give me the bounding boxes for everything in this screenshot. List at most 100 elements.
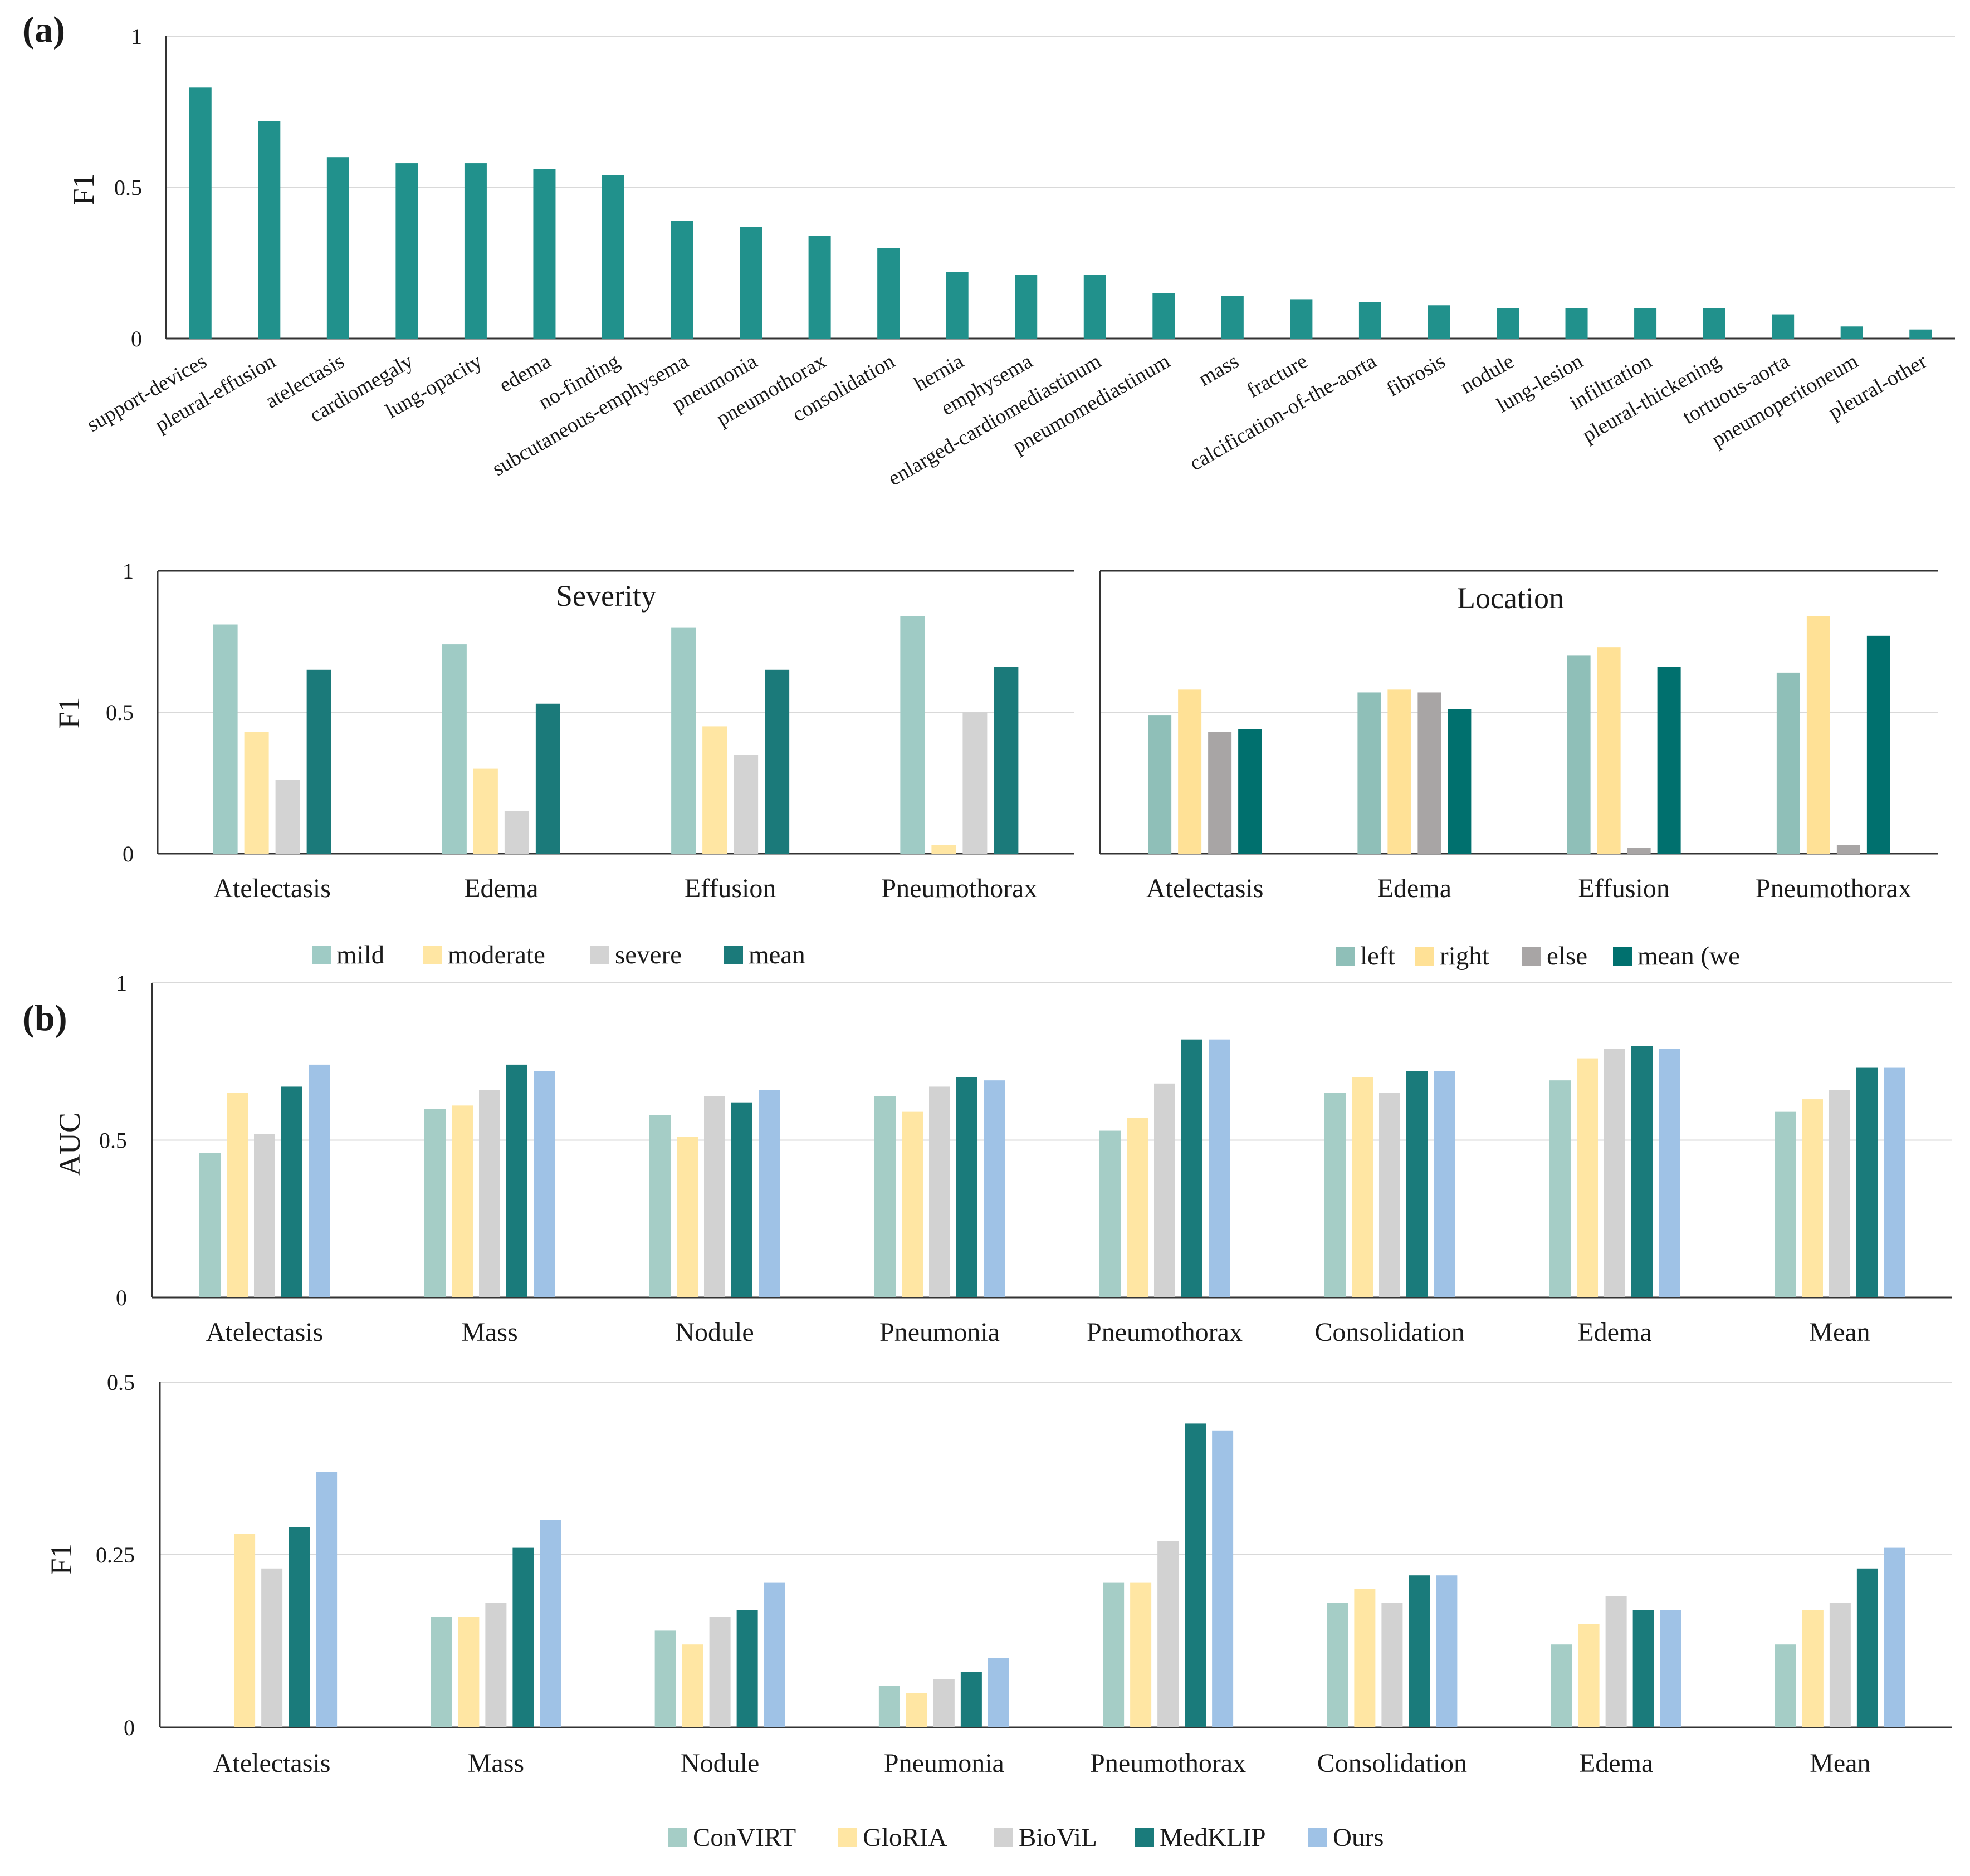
legend-methods: ConVIRT GloRIA BioViL MedKLIP Ours xyxy=(668,1823,1384,1852)
bar-ours-mean xyxy=(1884,1067,1905,1297)
bar-convirt-consolidation xyxy=(1324,1093,1346,1297)
bar-subcutaneous-emphysema xyxy=(671,221,693,339)
legend-label: moderate xyxy=(448,941,545,969)
bar-biovil-mean xyxy=(1829,1090,1850,1297)
bar-ours-pneumonia xyxy=(988,1658,1009,1727)
bar-biovil-mass xyxy=(485,1603,507,1727)
bar-else-atelectasis xyxy=(1208,732,1232,854)
bar-gloria-atelectasis xyxy=(227,1093,248,1297)
bar-gloria-pneumonia xyxy=(902,1111,923,1297)
x-tick-label: Atelectasis xyxy=(213,874,331,903)
bar-biovil-pneumonia xyxy=(933,1679,955,1727)
legend-swatch-meanwe xyxy=(1613,947,1632,966)
bar-biovil-consolidation xyxy=(1381,1603,1403,1727)
bar-medklip-atelectasis xyxy=(281,1086,302,1297)
bar-mean-effusion xyxy=(765,669,790,854)
bar-convirt-pneumothorax xyxy=(1099,1130,1121,1297)
legend-location: left right else mean (we xyxy=(1336,935,1813,974)
bar-medklip-nodule xyxy=(731,1102,752,1297)
bar-medklip-consolidation xyxy=(1409,1575,1430,1727)
legend-swatch-biovil xyxy=(994,1828,1013,1847)
bar-gloria-mass xyxy=(458,1617,480,1727)
bar-ours-mass xyxy=(540,1520,561,1727)
bar-pleural-effusion xyxy=(258,121,281,339)
bar-calcification-of-the-aorta xyxy=(1358,302,1381,339)
bar-gloria-edema xyxy=(1578,1624,1600,1727)
bar-left-pneumothorax xyxy=(1776,672,1800,854)
x-tick-label: Nodule xyxy=(675,1317,754,1347)
bar-convirt-mean xyxy=(1775,1111,1796,1297)
bar-mild-pneumothorax xyxy=(900,616,925,854)
x-tick-label: Mean xyxy=(1809,1317,1870,1347)
bar-gloria-pneumothorax xyxy=(1130,1582,1152,1727)
bar-pneumothorax xyxy=(808,236,831,339)
bar-medklip-atelectasis xyxy=(289,1527,310,1727)
x-tick-label: Pneumothorax xyxy=(1090,1748,1246,1778)
bar-biovil-nodule xyxy=(709,1617,731,1727)
legend-swatch-severe xyxy=(590,946,609,964)
panel-label-a: (a) xyxy=(22,9,65,50)
legend-severity: mild moderate severe mean xyxy=(312,941,805,969)
legend-swatch-convirt xyxy=(668,1828,687,1847)
bar-ours-nodule xyxy=(764,1582,785,1727)
bar-gloria-mean xyxy=(1802,1610,1824,1727)
x-tick-label: Edema xyxy=(1579,1748,1653,1778)
bar-pneumomediastinum xyxy=(1152,293,1175,339)
bar-ours-nodule xyxy=(759,1090,780,1297)
bar-ours-consolidation xyxy=(1434,1071,1455,1297)
bar-gloria-nodule xyxy=(677,1137,698,1297)
bar-right-edema xyxy=(1387,689,1411,854)
x-tick-label: Consolidation xyxy=(1314,1317,1464,1347)
bar-ours-edema xyxy=(1659,1049,1680,1297)
bar-tortuous-aorta xyxy=(1772,314,1795,339)
x-tick-label: Atelectasis xyxy=(1146,874,1264,903)
legend-label: left xyxy=(1360,942,1395,971)
bar-ours-pneumonia xyxy=(984,1080,1005,1297)
legend-swatch-ours xyxy=(1308,1828,1327,1847)
bar-biovil-pneumonia xyxy=(929,1086,950,1297)
legend-label: severe xyxy=(615,941,682,969)
x-tick-label: Atelectasis xyxy=(206,1317,324,1347)
bar-edema xyxy=(533,169,556,339)
bar-mild-edema xyxy=(442,644,467,854)
x-tick-label: Pneumothorax xyxy=(1087,1317,1243,1347)
bar-meanwe-atelectasis xyxy=(1238,729,1262,854)
x-tick-label: Edema xyxy=(464,874,538,903)
legend-swatch-left xyxy=(1336,947,1355,966)
bar-ours-mean xyxy=(1884,1547,1905,1727)
bar-moderate-atelectasis xyxy=(244,732,269,854)
bar-medklip-mass xyxy=(506,1064,527,1297)
chart-title-location: Location xyxy=(1457,581,1564,615)
legend-label: mild xyxy=(336,941,384,969)
bar-biovil-atelectasis xyxy=(261,1568,283,1727)
legend-swatch-medklip xyxy=(1135,1828,1154,1847)
bar-biovil-mean xyxy=(1829,1603,1851,1727)
y-tick-label: 0.5 xyxy=(114,175,142,200)
bar-biovil-atelectasis xyxy=(254,1134,275,1297)
y-tick-label: 1 xyxy=(131,24,142,49)
bar-convirt-nodule xyxy=(654,1630,676,1727)
bar-cardiomegaly xyxy=(395,163,418,339)
chart-f1-methods: F1 0 0.25 0.5 Atelectasis Mass Nodule Pneumoni… xyxy=(45,1370,1952,1778)
bar-right-pneumothorax xyxy=(1806,616,1830,854)
legend-label: GloRIA xyxy=(863,1823,947,1852)
y-tick-label: 0 xyxy=(131,326,142,351)
bar-support-devices xyxy=(189,87,212,339)
y-axis-title: AUC xyxy=(53,1113,86,1176)
bar-right-atelectasis xyxy=(1178,689,1202,854)
bar-mild-effusion xyxy=(671,627,696,854)
x-tick-label: Consolidation xyxy=(1317,1748,1467,1778)
bar-convirt-edema xyxy=(1549,1080,1571,1297)
bar-moderate-pneumothorax xyxy=(931,845,956,854)
bar-ours-pneumothorax xyxy=(1209,1039,1230,1297)
x-tick-label: Pneumonia xyxy=(884,1748,1004,1778)
chart-severity: Severity F1 0 0.5 1 Atelectasis Edema Effusio… xyxy=(52,559,1074,903)
bar-pneumoperitoneum xyxy=(1840,326,1863,339)
bar-severe-pneumothorax xyxy=(962,712,988,854)
bar-right-effusion xyxy=(1597,647,1621,854)
chart-location: Location Atelectasis Edema Effusion Pneumot… xyxy=(1099,570,1938,903)
bar-convirt-mass xyxy=(424,1109,446,1297)
legend-swatch-mean xyxy=(724,946,743,964)
bar-gloria-pneumothorax xyxy=(1127,1118,1148,1297)
